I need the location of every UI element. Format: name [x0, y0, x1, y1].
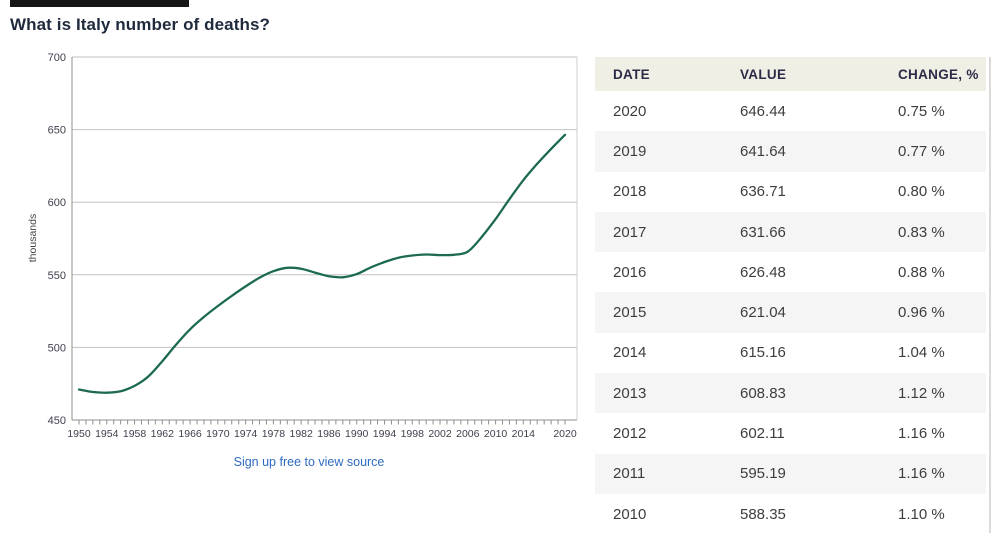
y-axis-tick-label: 600	[48, 197, 66, 209]
change-cell: 0.75 %	[898, 102, 945, 120]
value-cell: 621.04	[740, 304, 786, 322]
change-cell: 0.96 %	[898, 304, 945, 322]
date-cell: 2012	[613, 425, 647, 443]
value-cell: 602.11	[740, 425, 785, 443]
data-table: DATE VALUE CHANGE, % 2020 646.44 0.75 % 201…	[595, 57, 986, 533]
y-axis-tick-label: 650	[48, 125, 66, 137]
table-row: 2016 626.48 0.88 %	[595, 252, 986, 292]
table-row: 2014 615.16 1.04 %	[595, 333, 986, 373]
x-axis-tick-label: 1982	[289, 428, 313, 440]
value-cell: 626.48	[740, 263, 786, 281]
table-right-divider	[989, 57, 991, 533]
table-row: 2010 588.35 1.10 %	[595, 494, 986, 533]
y-axis-title: thousands	[28, 214, 39, 262]
x-axis-tick-label: 2002	[428, 428, 452, 440]
column-header-date: DATE	[595, 57, 722, 91]
date-cell: 2013	[613, 384, 647, 402]
table-body: 2020 646.44 0.75 % 2019 641.64 0.77 % 2018 636.…	[595, 91, 986, 533]
value-cell: 608.83	[740, 384, 786, 402]
change-cell: 0.83 %	[898, 223, 945, 241]
x-axis-tick-label: 1970	[206, 428, 230, 440]
date-cell: 2016	[613, 263, 647, 281]
table-row: 2013 608.83 1.12 %	[595, 373, 986, 414]
signup-source-link[interactable]: Sign up free to view source	[233, 455, 385, 469]
x-axis-tick-label: 1994	[373, 428, 397, 440]
value-cell: 636.71	[740, 183, 786, 201]
column-header-change: CHANGE, %	[880, 57, 986, 91]
change-cell: 1.12 %	[898, 384, 945, 402]
value-cell: 588.35	[740, 505, 786, 523]
table-row: 2015 621.04 0.96 %	[595, 292, 986, 333]
table-header-row: DATE VALUE CHANGE, %	[595, 57, 986, 91]
value-cell: 595.19	[740, 465, 786, 483]
table-row: 2018 636.71 0.80 %	[595, 172, 986, 212]
date-cell: 2017	[613, 223, 647, 241]
x-axis-tick-label: 1966	[178, 428, 202, 440]
change-cell: 1.10 %	[898, 505, 945, 523]
x-axis-tick-label: 2014	[512, 428, 536, 440]
x-axis-tick-label: 1986	[317, 428, 341, 440]
x-axis-tick-label: 1954	[95, 428, 119, 440]
table-row: 2019 641.64 0.77 %	[595, 131, 986, 172]
x-axis-tick-label: 1978	[262, 428, 286, 440]
y-axis-tick-label: 700	[48, 52, 66, 64]
change-cell: 0.77 %	[898, 142, 945, 160]
y-axis-tick-label: 450	[48, 415, 66, 427]
date-cell: 2019	[613, 142, 647, 160]
x-axis-tick-label: 1962	[151, 428, 175, 440]
x-axis-tick-label: 2010	[484, 428, 508, 440]
table-row: 2017 631.66 0.83 %	[595, 211, 986, 253]
deaths-series-line	[77, 133, 567, 394]
chart-canvas: 450 500 550 600 650 700 1950 1954 1958 1962 1966 19…	[28, 52, 578, 440]
change-cell: 0.80 %	[898, 183, 945, 201]
change-cell: 1.16 %	[898, 425, 945, 443]
date-cell: 2014	[613, 344, 647, 362]
x-axis-tick-label: 1998	[401, 428, 425, 440]
column-header-value: VALUE	[722, 57, 880, 91]
x-axis-tick-label: 1990	[345, 428, 369, 440]
table-row: 2012 602.11 1.16 %	[595, 413, 986, 453]
x-axis-tick-label: 1974	[234, 428, 258, 440]
y-axis-tick-label: 500	[48, 342, 66, 354]
x-axis-tick-label: 1958	[123, 428, 147, 440]
value-cell: 615.16	[740, 344, 786, 362]
date-cell: 2018	[613, 183, 647, 201]
x-axis-tick-label: 1950	[67, 428, 91, 440]
top-toolbar-fragment	[10, 0, 189, 7]
change-cell: 1.16 %	[898, 465, 945, 483]
value-cell: 646.44	[740, 102, 786, 120]
change-cell: 1.04 %	[898, 344, 945, 362]
values-table: DATE VALUE CHANGE, % 2020 646.44 0.75 % 201…	[595, 57, 986, 533]
table-row: 2011 595.19 1.16 %	[595, 453, 986, 494]
date-cell: 2010	[613, 505, 647, 523]
value-cell: 631.66	[740, 223, 786, 241]
date-cell: 2020	[613, 102, 647, 120]
change-cell: 0.88 %	[898, 263, 945, 281]
date-cell: 2015	[613, 304, 647, 322]
x-axis-tick-label: 2006	[456, 428, 480, 440]
table-row: 2020 646.44 0.75 %	[595, 91, 986, 131]
y-axis-tick-label: 550	[48, 270, 66, 282]
x-axis-tick-label: 2020	[553, 428, 577, 440]
deaths-line-chart: 450 500 550 600 650 700 1950 1954 1958 1962 1966 19…	[28, 45, 590, 485]
date-cell: 2011	[613, 465, 646, 483]
page-title: What is Italy number of deaths?	[10, 15, 271, 34]
value-cell: 641.64	[740, 142, 786, 160]
